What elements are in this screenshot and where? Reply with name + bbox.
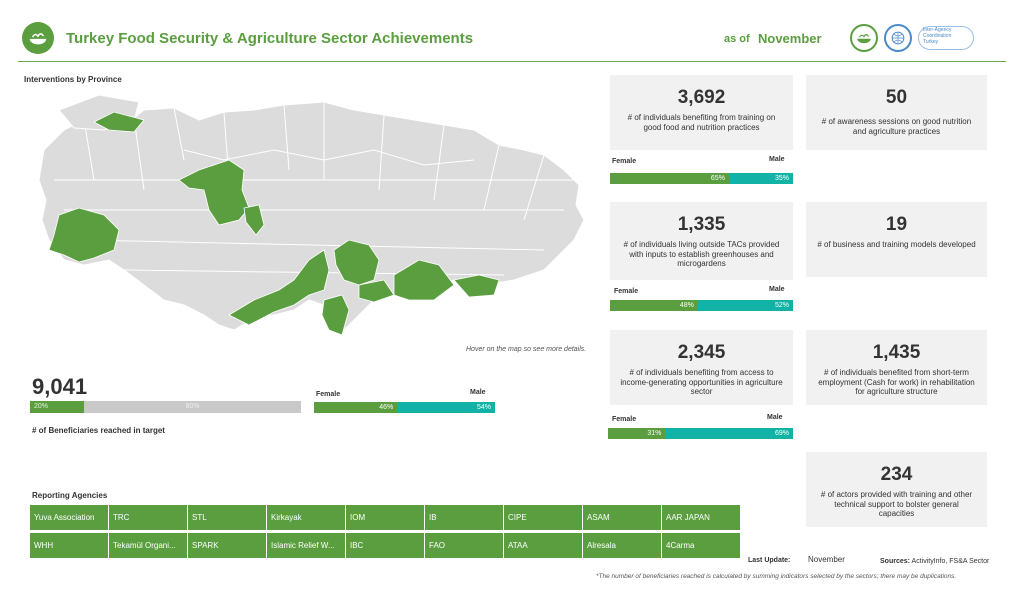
as-of-label: as of: [724, 33, 750, 45]
card2-female-label: Female: [612, 416, 637, 423]
card-value: 19: [885, 214, 908, 235]
card-greenhouses: 1,335 # of individuals living outside TA…: [610, 202, 793, 280]
agency-cell[interactable]: Kirkayak: [267, 505, 345, 530]
sources-label: Sources:: [880, 558, 910, 565]
card-value: 1,335: [677, 214, 726, 235]
map-title: Interventions by Province: [24, 75, 122, 84]
province-hatay[interactable]: [321, 294, 350, 336]
agencies-title: Reporting Agencies: [32, 491, 108, 500]
card2-female-segment: 31%: [608, 428, 666, 439]
province-mersin-adana[interactable]: [228, 249, 330, 326]
card1-male-label: Male: [769, 286, 785, 293]
agencies-grid: Yuva Association TRC STL Kirkayak IOM IB CIPE A…: [30, 505, 740, 558]
card0-female-segment: 65%: [610, 173, 729, 184]
sources-value: ActivityInfo, FS&A Sector: [911, 558, 990, 565]
inter-agency-logo-text: Inter-Agency Coordination Turkey: [923, 27, 952, 45]
agency-cell[interactable]: ASAM: [583, 505, 661, 530]
province-kahramanmaras[interactable]: [333, 239, 380, 286]
card-description: # of actors provided with training and o…: [820, 490, 973, 518]
province-izmir-manisa[interactable]: [48, 207, 120, 263]
card-description: # of business and training models develo…: [817, 240, 976, 249]
card1-female-label: Female: [614, 288, 639, 295]
total-caption: # of Beneficiaries reached in target: [32, 426, 165, 435]
card-nutrition-training: 3,692 # of individuals benefiting from t…: [610, 75, 793, 150]
footnote: *The number of beneficiaries reached is …: [596, 573, 957, 580]
card-cash-for-work: 1,435 # of individuals benefited from sh…: [806, 330, 987, 405]
turkey-outline: [38, 101, 585, 336]
agency-cell[interactable]: CIPE: [504, 505, 582, 530]
card-value: 2,345: [677, 342, 726, 363]
last-update-label: Last Update:: [748, 557, 791, 564]
card-description: # of individuals benefiting from access …: [620, 368, 783, 396]
card1-female-segment: 48%: [610, 300, 698, 311]
card-description: # of awareness sessions on good nutritio…: [821, 117, 972, 136]
agency-cell[interactable]: Islamic Relief W...: [267, 533, 345, 558]
card-income-generating: 2,345 # of individuals benefiting from a…: [610, 330, 793, 405]
card2-male-segment: 69%: [665, 428, 793, 439]
total-male-label: Male: [470, 389, 486, 396]
sources: Sources: ActivityInfo, FS&A Sector: [880, 558, 989, 565]
card-description: # of individuals benefiting from trainin…: [627, 113, 776, 132]
agency-cell[interactable]: IB: [425, 505, 503, 530]
agency-cell[interactable]: ATAA: [504, 533, 582, 558]
card-value: 50: [885, 87, 908, 108]
agency-cell[interactable]: AAR JAPAN: [662, 505, 740, 530]
agency-cell[interactable]: IBC: [346, 533, 424, 558]
agency-cell[interactable]: SPARK: [188, 533, 266, 558]
card1-male-segment: 52%: [697, 300, 793, 311]
map-hover-hint: Hover on the map so see more details.: [466, 346, 587, 353]
map-active-provinces: [48, 111, 500, 336]
page-title: Turkey Food Security & Agriculture Secto…: [66, 30, 474, 47]
total-female-label: Female: [316, 391, 341, 398]
card0-gender-bar: 65% 35%: [610, 173, 793, 184]
card2-gender-bar: 31% 69%: [608, 428, 793, 439]
card0-male-label: Male: [769, 156, 785, 163]
total-male-segment: 54%: [397, 402, 495, 413]
province-kirikkale[interactable]: [243, 204, 265, 236]
agency-cell[interactable]: 4Carma: [662, 533, 740, 558]
inter-agency-logo-icon: Inter-Agency Coordination Turkey: [918, 26, 974, 50]
card0-male-segment: 35%: [728, 173, 793, 184]
province-ankara[interactable]: [178, 159, 250, 226]
card-awareness-sessions: 50 # of awareness sessions on good nutri…: [806, 75, 987, 150]
card0-female-label: Female: [612, 158, 637, 165]
total-gender-bar: 46% 54%: [314, 402, 495, 413]
target-progress-fill: 20%: [30, 401, 85, 413]
agency-cell[interactable]: STL: [188, 505, 266, 530]
un-logo-icon: [884, 24, 912, 52]
agency-cell[interactable]: FAO: [425, 533, 503, 558]
province-map[interactable]: [24, 90, 599, 350]
province-gaziantep-kilis[interactable]: [358, 279, 395, 303]
card-technical-support: 234 # of actors provided with training a…: [806, 452, 987, 527]
agency-cell[interactable]: WHH: [30, 533, 108, 558]
last-update-value: November: [808, 555, 845, 564]
agency-cell[interactable]: TRC: [109, 505, 187, 530]
province-mardin[interactable]: [453, 274, 500, 298]
agency-cell[interactable]: Yuva Association: [30, 505, 108, 530]
agency-cell[interactable]: IOM: [346, 505, 424, 530]
target-progress-bar: 20% 80%: [30, 401, 301, 413]
partner-logos: Inter-Agency Coordination Turkey: [850, 24, 974, 52]
province-istanbul[interactable]: [93, 111, 145, 133]
header: Turkey Food Security & Agriculture Secto…: [18, 18, 1006, 62]
sector-logo-icon: [850, 24, 878, 52]
card-value: 234: [880, 464, 913, 485]
agency-cell[interactable]: Alresala: [583, 533, 661, 558]
agency-cell[interactable]: Tekamül Organi...: [109, 533, 187, 558]
food-security-logo-icon: [22, 22, 54, 54]
card2-male-label: Male: [767, 414, 783, 421]
total-beneficiaries-value: 9,041: [32, 374, 88, 399]
province-sanliurfa[interactable]: [393, 259, 455, 301]
card-value: 3,692: [677, 87, 726, 108]
card-description: # of individuals benefited from short-te…: [818, 368, 975, 396]
total-female-segment: 46%: [314, 402, 398, 413]
card-value: 1,435: [872, 342, 921, 363]
card1-gender-bar: 48% 52%: [610, 300, 793, 311]
card-business-models: 19 # of business and training models dev…: [806, 202, 987, 277]
as-of-month: November: [758, 31, 822, 46]
target-progress-remaining: 80%: [185, 403, 200, 410]
card-description: # of individuals living outside TACs pro…: [623, 240, 780, 268]
